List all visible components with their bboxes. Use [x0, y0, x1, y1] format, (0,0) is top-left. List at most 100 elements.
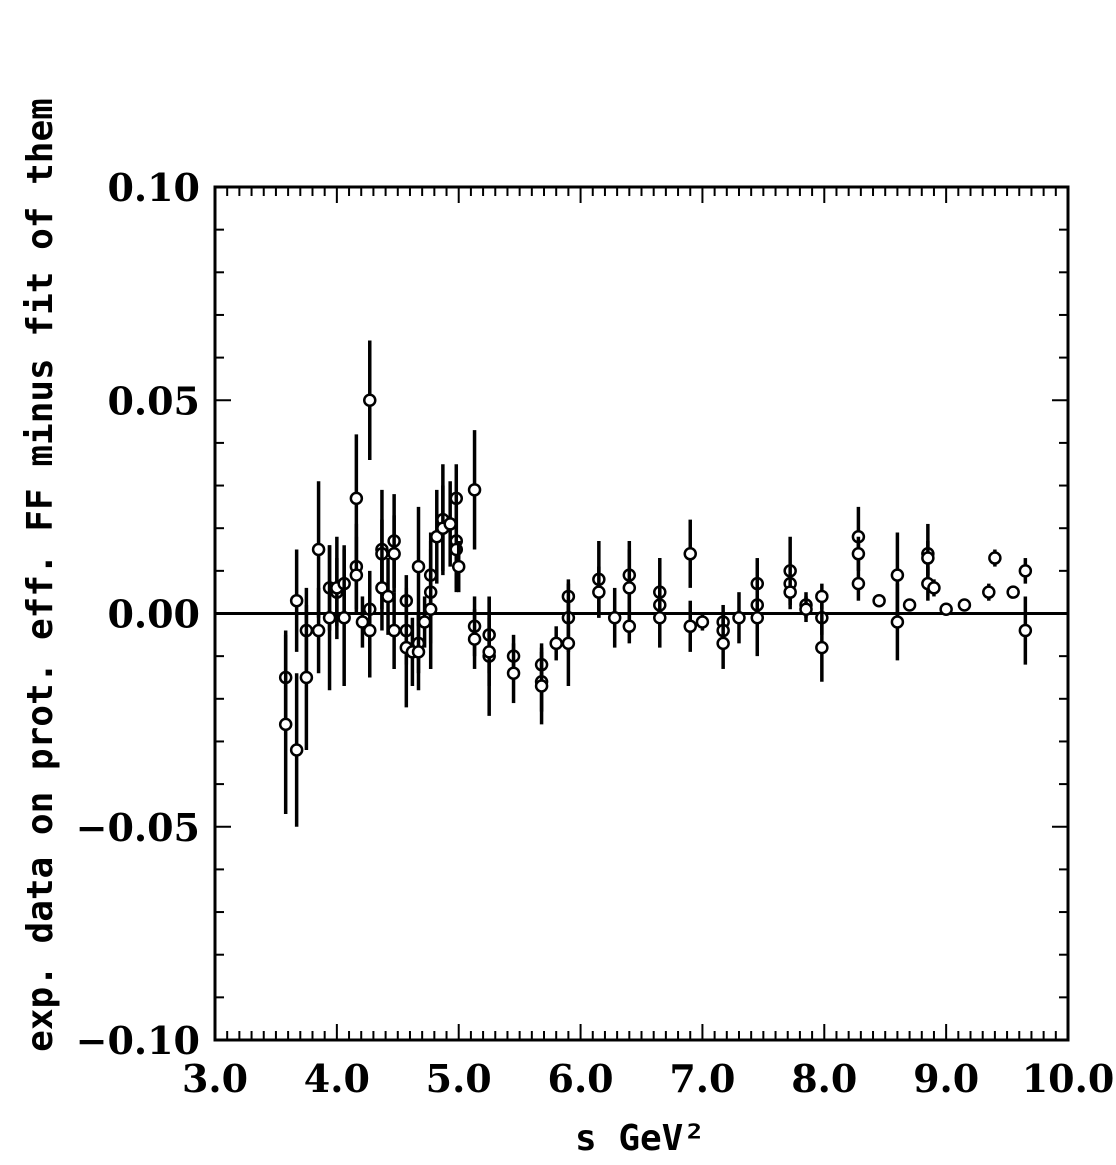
data-point	[289, 673, 304, 827]
data-point	[815, 613, 829, 682]
data-marker	[799, 602, 813, 616]
data-marker	[872, 593, 886, 608]
data-marker	[451, 559, 466, 574]
data-point	[890, 583, 905, 661]
data-point	[750, 579, 765, 657]
data-marker	[982, 585, 996, 599]
data-marker	[311, 542, 326, 557]
data-point	[851, 536, 866, 571]
x-tick-label: 6.0	[548, 1056, 614, 1101]
data-point	[506, 643, 521, 704]
tick-labels: 3.0 4.0 5.0 6.0 7.0 8.0 9.0 10.0 −0.10 −0.05 0.00 0…	[76, 165, 1115, 1101]
data-marker	[783, 585, 797, 599]
x-tick-label: 10.0	[1022, 1056, 1115, 1101]
data-marker	[506, 666, 521, 680]
data-marker	[363, 393, 377, 407]
data-marker	[322, 611, 337, 625]
data-point	[653, 587, 667, 648]
data-marker	[349, 491, 364, 506]
data-marker	[363, 623, 377, 638]
data-point	[902, 598, 917, 612]
data-marker	[289, 743, 304, 757]
data-point	[363, 340, 377, 460]
x-axis-label: s GeV²	[575, 1118, 705, 1159]
data-point	[982, 583, 996, 601]
data-marker	[1018, 564, 1033, 578]
data-marker	[289, 593, 304, 608]
axes	[213, 185, 1070, 1042]
data-point	[1018, 596, 1033, 665]
data-point	[622, 609, 637, 644]
data-point	[1006, 585, 1020, 599]
data-point	[1018, 558, 1033, 584]
data-point	[549, 626, 563, 661]
data-point	[799, 596, 813, 623]
data-point	[423, 549, 438, 669]
data-point	[695, 613, 710, 631]
data-point	[732, 592, 746, 644]
data-point	[299, 604, 314, 750]
data-marker	[311, 623, 326, 638]
data-marker	[592, 585, 606, 599]
y-axis-label: exp. data on prot. eff. FF minus fit of …	[20, 98, 61, 1052]
data-marker	[411, 559, 426, 574]
data-point	[430, 489, 444, 584]
data-point	[872, 593, 886, 608]
data-point	[592, 566, 606, 618]
data-marker	[851, 547, 866, 561]
x-tick-label: 9.0	[913, 1056, 979, 1101]
data-point	[683, 600, 697, 652]
data-marker	[988, 551, 1002, 565]
data-marker	[927, 581, 941, 595]
data-marker	[902, 598, 917, 612]
data-points	[278, 340, 1033, 827]
data-marker	[716, 636, 730, 651]
data-point	[451, 540, 466, 593]
data-marker	[299, 670, 314, 685]
data-marker	[278, 717, 293, 732]
data-marker	[851, 576, 866, 591]
data-point	[988, 549, 1002, 567]
data-marker	[337, 611, 351, 625]
data-marker	[890, 615, 905, 629]
data-point	[387, 515, 401, 593]
data-marker	[921, 551, 935, 565]
data-marker	[890, 568, 905, 582]
x-tick-label: 4.0	[304, 1056, 370, 1101]
data-point	[851, 566, 866, 601]
data-marker	[653, 611, 667, 625]
data-marker	[387, 547, 401, 561]
data-point	[467, 430, 482, 550]
data-point	[939, 602, 953, 616]
data-marker	[1018, 623, 1033, 638]
y-tick-label: −0.10	[76, 1018, 200, 1063]
data-marker	[467, 483, 482, 497]
data-marker	[815, 589, 829, 604]
data-point	[957, 598, 972, 612]
data-marker	[411, 645, 426, 659]
data-marker	[622, 581, 637, 595]
data-marker	[381, 589, 395, 604]
data-marker	[1006, 585, 1020, 599]
data-marker	[423, 602, 438, 616]
data-marker	[607, 611, 622, 625]
data-point	[411, 613, 426, 691]
data-marker	[683, 547, 697, 561]
data-marker	[417, 615, 432, 629]
data-marker	[957, 598, 972, 612]
data-marker	[683, 619, 697, 634]
data-marker	[695, 615, 710, 629]
data-marker	[534, 679, 549, 693]
data-point	[534, 647, 549, 725]
data-marker	[355, 615, 370, 629]
x-tick-label: 5.0	[426, 1056, 492, 1101]
x-tick-label: 7.0	[669, 1056, 735, 1101]
data-marker	[549, 636, 563, 651]
data-marker	[939, 602, 953, 616]
data-marker	[750, 611, 765, 625]
data-point	[278, 634, 293, 814]
data-point	[467, 609, 482, 669]
data-point	[322, 545, 337, 691]
data-point	[482, 617, 496, 687]
